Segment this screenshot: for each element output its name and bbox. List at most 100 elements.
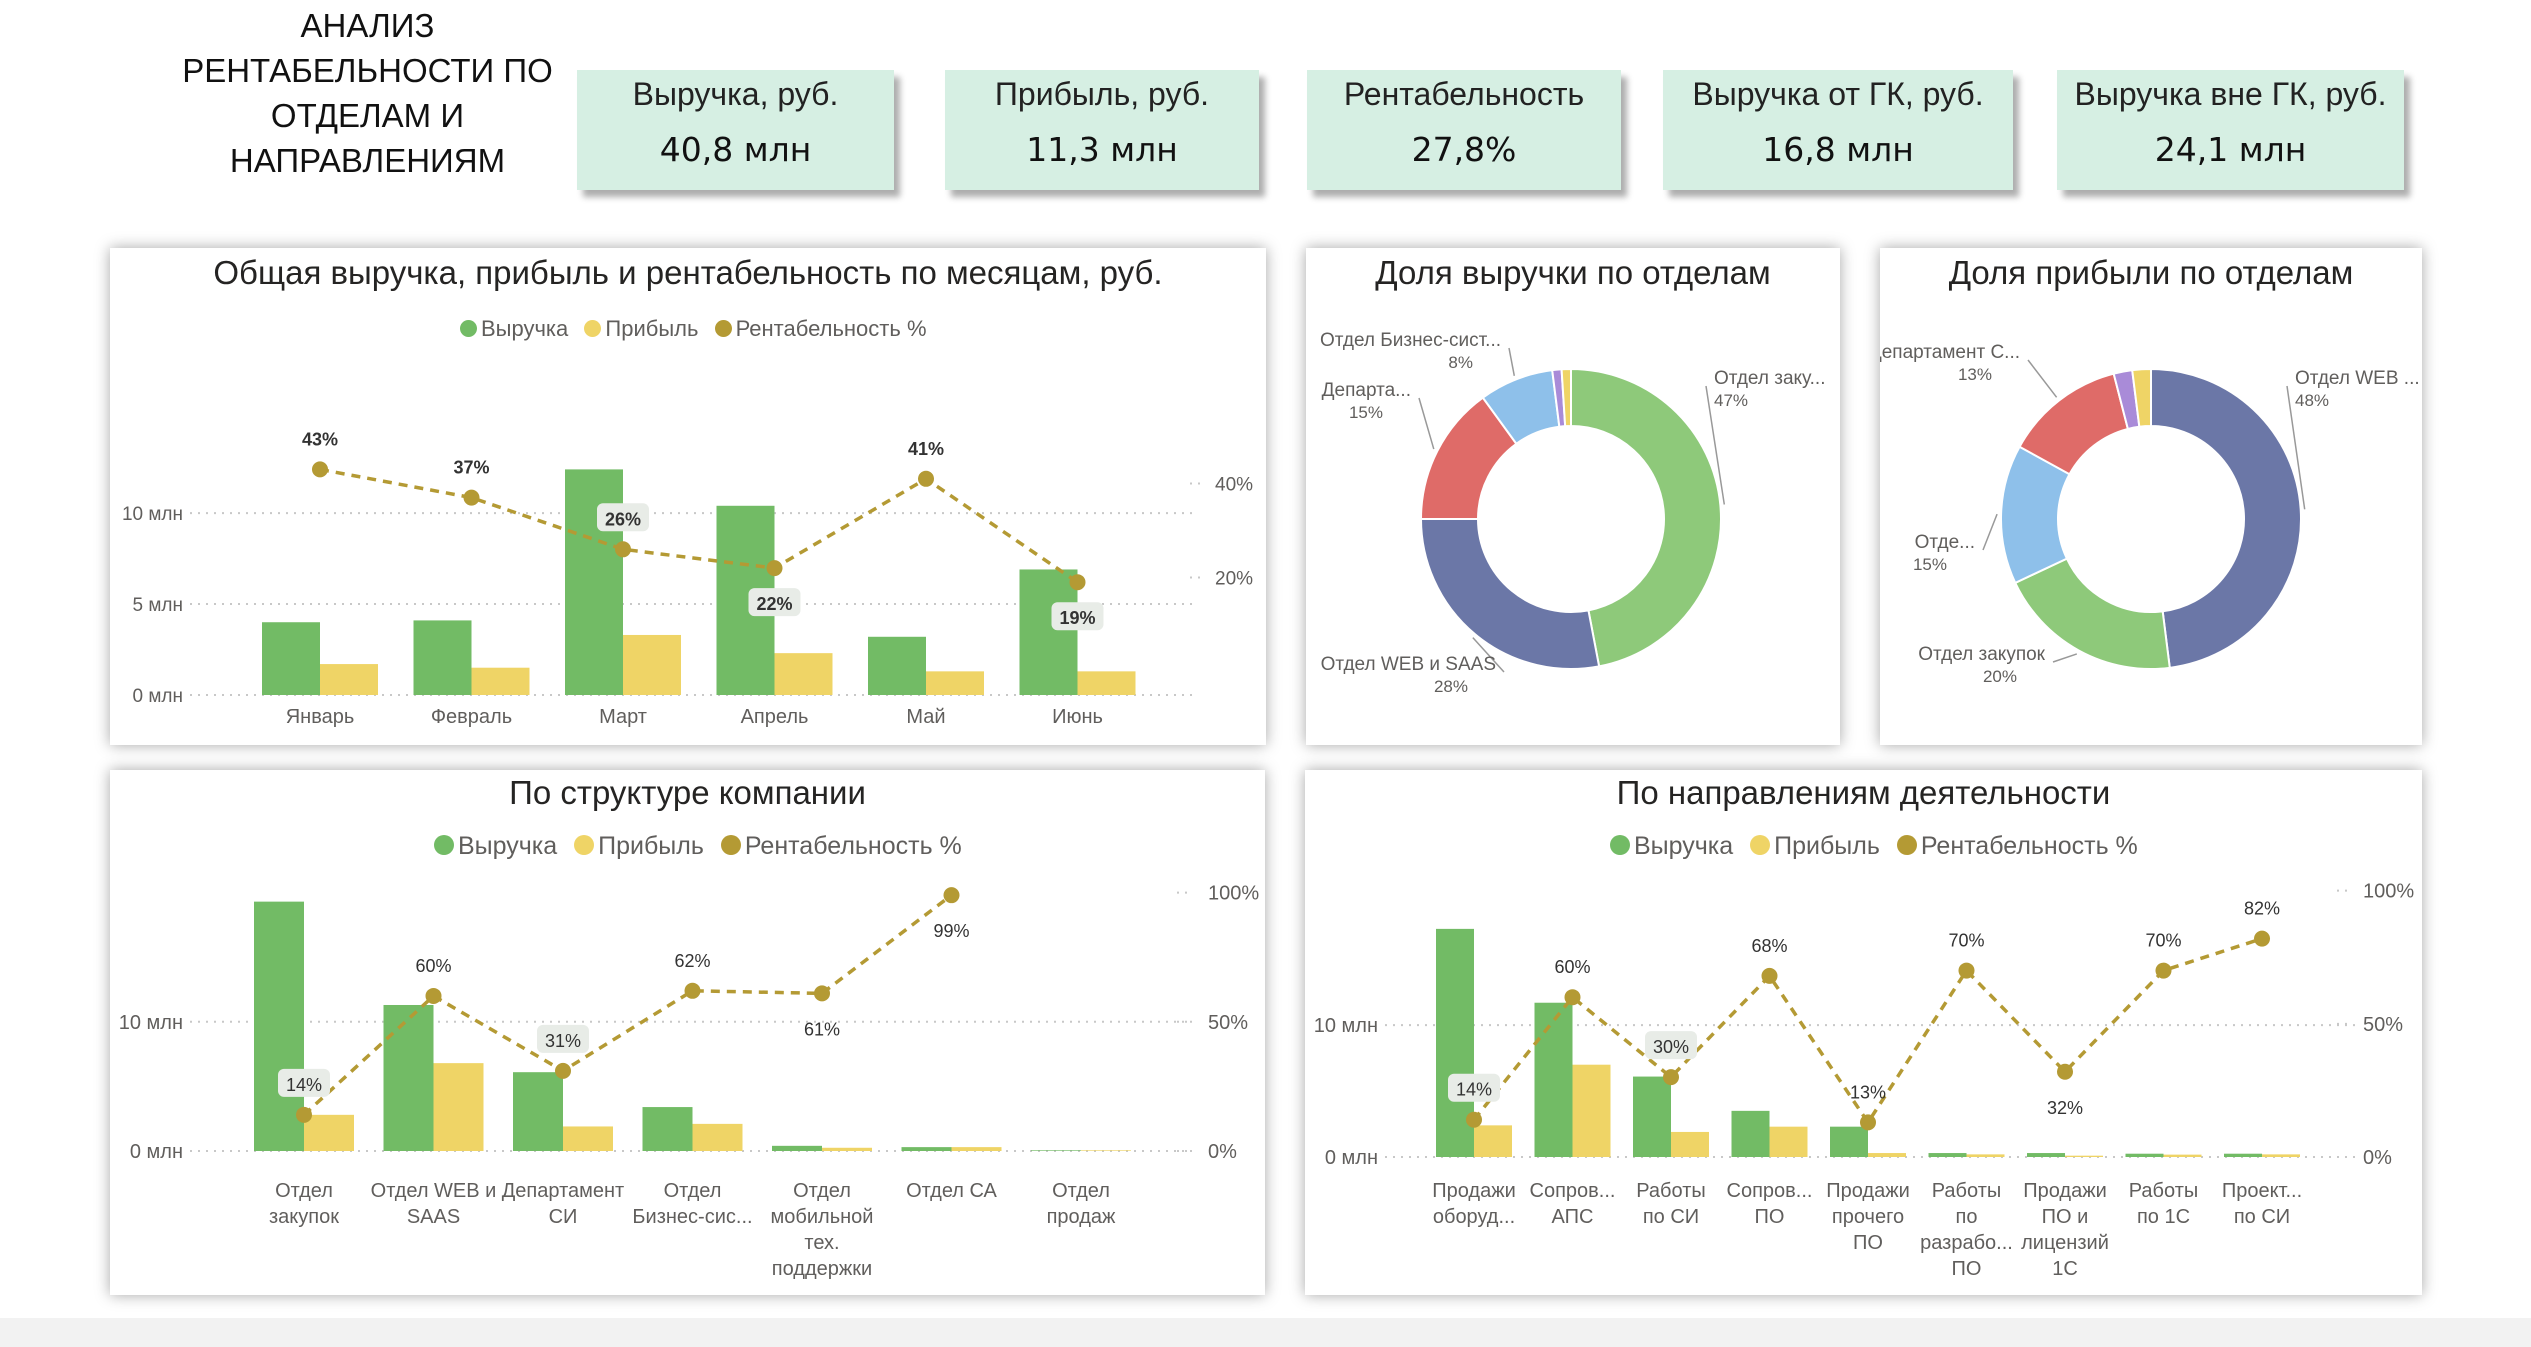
margin-point [425, 987, 442, 1004]
kpi-card-revenue[interactable]: Выручка, руб. 40,8 млн [577, 70, 894, 190]
kpi-value: 40,8 млн [659, 130, 812, 169]
y2-tick-label: 100% [2363, 881, 2414, 903]
chart-title: Доля прибыли по отделам [1948, 254, 2354, 291]
bar-revenue [772, 1145, 822, 1151]
bar-revenue [868, 636, 926, 695]
bar-revenue [254, 901, 304, 1151]
legend-item-profit[interactable]: Прибыль [574, 832, 704, 860]
bar-profit [774, 653, 833, 695]
margin-line [302, 893, 953, 1117]
revenue-share-donut: Отдел заку... 47% Отдел WEB и SAAS 28% Депар… [1320, 330, 1825, 696]
bar-profit [1077, 671, 1136, 695]
x-category-label: Февраль [431, 706, 512, 728]
y-tick-label: 5 млн [133, 595, 184, 616]
bar-profit [926, 671, 984, 695]
bar-revenue [1928, 1153, 1967, 1157]
kpi-label: Выручка вне ГК, руб. [2074, 76, 2387, 112]
bar-profit [320, 664, 378, 695]
monthly-chart-card[interactable]: Общая выручка, прибыль и рентабельность … [110, 248, 1266, 745]
x-category-label: Проект... [2222, 1180, 2302, 1202]
y-tick-label: 10 млн [122, 504, 183, 525]
directions-chart-card[interactable]: По направлениям деятельности Выручка При… [1305, 770, 2422, 1295]
legend-dot-profit [584, 320, 602, 337]
y2-tick-label: 40% [1215, 475, 1253, 496]
point-label-bg [537, 1024, 589, 1053]
legend-dot-profit [1750, 835, 1771, 855]
bar-revenue [1633, 1076, 1671, 1157]
x-category-label: Сопров... [1727, 1180, 1813, 1202]
x-category-label: оборуд... [1433, 1206, 1515, 1228]
x-category-label: ПО [1853, 1232, 1883, 1254]
bar-revenue [2027, 1153, 2065, 1157]
x-category-label: АПС [1552, 1206, 1594, 1228]
margin-point [296, 1106, 312, 1123]
bar-revenue [413, 620, 472, 695]
point-label-bg [1645, 1031, 1697, 1060]
kpi-value: 16,8 млн [1762, 130, 1914, 169]
slice-label: Отдел закупок [1918, 644, 2045, 665]
bar-revenue [565, 469, 623, 695]
kpi-card-margin[interactable]: Рентабельность 27,8% [1307, 70, 1621, 190]
x-category-label: Работы [2129, 1180, 2198, 1202]
x-category-label: 1С [2052, 1258, 2078, 1280]
margin-point-label: 99% [933, 921, 969, 941]
margin-point [1860, 1114, 1876, 1131]
point-label-bg [1448, 1073, 1500, 1102]
legend-label: Прибыль [1774, 832, 1880, 860]
kpi-card-profit[interactable]: Прибыль, руб. 11,3 млн [945, 70, 1259, 190]
margin-point-label: 41% [908, 439, 944, 459]
legend-label: Прибыль [598, 832, 704, 860]
chart-legend: Выручка Прибыль Рентабельность % [1610, 832, 2148, 861]
leader-line [1705, 385, 1726, 505]
legend-item-margin[interactable]: Рентабельность % [714, 316, 927, 341]
x-category-label: поддержки [772, 1258, 872, 1280]
bar-revenue [642, 1107, 693, 1151]
margin-point [684, 982, 701, 999]
kpi-card-group-revenue[interactable]: Выручка от ГК, руб. 16,8 млн [1663, 70, 2013, 190]
legend-item-margin[interactable]: Рентабельность % [1896, 832, 2138, 860]
legend-item-profit[interactable]: Прибыль [1750, 832, 1880, 860]
chart-title: Доля выручки по отделам [1375, 254, 1771, 291]
bar-revenue [2125, 1153, 2164, 1157]
bar-profit [563, 1126, 613, 1151]
slice-percent: 13% [1958, 365, 1992, 384]
legend-dot-margin [720, 835, 741, 855]
bar-profit [2262, 1154, 2300, 1157]
legend-label: Рентабельность % [1920, 832, 2138, 860]
legend-item-profit[interactable]: Прибыль [584, 316, 698, 341]
kpi-card-external-revenue[interactable]: Выручка вне ГК, руб. 24,1 млн [2057, 70, 2404, 190]
margin-point [1958, 962, 1975, 979]
leader-line [2286, 385, 2306, 510]
bar-revenue [383, 1004, 434, 1151]
profit-share-card[interactable]: Доля прибыли по отделам Отдел WEB ... 48%… [1880, 248, 2422, 745]
margin-point [312, 461, 328, 478]
revenue-share-card[interactable]: Доля выручки по отделам Отдел заку... 47%… [1306, 248, 1840, 745]
bar-profit [1868, 1153, 1906, 1157]
leader-line [1418, 397, 1435, 450]
kpi-label: Выручка, руб. [632, 76, 839, 112]
kpi-value: 27,8% [1411, 130, 1517, 169]
legend-label: Выручка [1634, 832, 1734, 860]
bar-revenue [1019, 569, 1078, 695]
bar-profit [2163, 1154, 2202, 1157]
chart-title: По направлениям деятельности [1616, 774, 2111, 811]
x-category-label: Март [599, 706, 647, 728]
legend-item-revenue[interactable]: Выручка [1610, 832, 1733, 860]
structure-chart-card[interactable]: По структуре компании Выручка Прибыль Ре… [110, 770, 1265, 1295]
chart-title: Общая выручка, прибыль и рентабельность … [213, 254, 1163, 291]
y2-tick-label: 0% [2363, 1147, 2392, 1169]
bar-profit [1474, 1125, 1512, 1157]
legend-item-margin[interactable]: Рентабельность % [720, 832, 962, 860]
title-line: РЕНТАБЕЛЬНОСТИ ПО [182, 51, 553, 89]
slice-percent: 48% [2295, 391, 2329, 410]
monthly-combo-chart: 0 млн 5 млн 10 млн 20% 40% Январь Февраль Март А… [122, 429, 1253, 728]
bar-profit [304, 1114, 354, 1151]
slice-percent: 15% [1349, 403, 1383, 422]
legend-item-revenue[interactable]: Выручка [434, 832, 557, 860]
x-category-label: по СИ [2234, 1206, 2290, 1228]
legend-item-revenue[interactable]: Выручка [460, 316, 568, 341]
x-category-label: закупок [269, 1206, 339, 1228]
margin-point [463, 489, 480, 506]
bar-profit [1966, 1154, 2005, 1157]
x-category-label: мобильной [771, 1206, 874, 1228]
